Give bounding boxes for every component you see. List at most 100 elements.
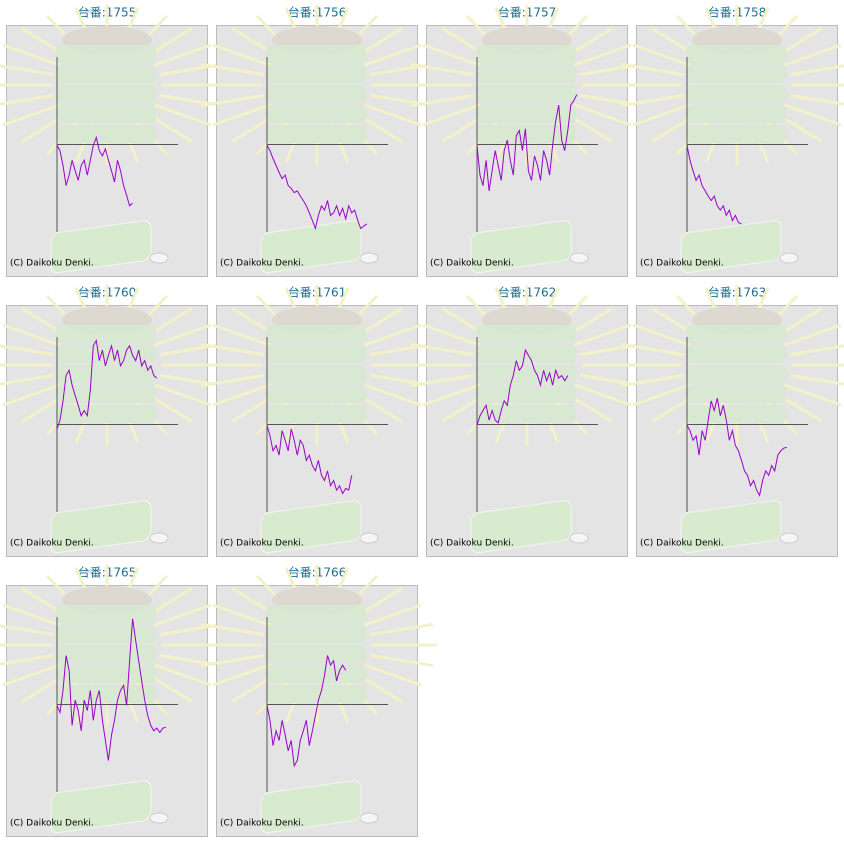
watermark-tier <box>266 625 366 643</box>
watermark-tier <box>476 45 576 63</box>
watermark-ray <box>364 663 422 687</box>
watermark-ray <box>364 323 422 347</box>
watermark-tier <box>56 685 156 703</box>
watermark-ray <box>789 373 844 386</box>
watermark-ray <box>364 103 422 127</box>
data-line <box>56 338 158 430</box>
watermark-tier <box>56 405 156 423</box>
watermark-ray <box>422 383 480 407</box>
watermark-ray <box>154 323 212 347</box>
watermark-tier <box>56 625 156 643</box>
watermark-ray <box>789 64 844 77</box>
watermark-ray <box>200 373 265 388</box>
watermark-ray <box>212 603 270 627</box>
watermark-ray <box>369 622 434 637</box>
watermark-ray <box>632 323 690 347</box>
watermark-tray <box>260 220 362 274</box>
watermark-tier <box>56 105 156 123</box>
watermark-tier <box>476 345 576 363</box>
plot-panel: (C) Daikoku Denki. <box>197 565 437 837</box>
watermark-tier <box>476 325 576 343</box>
watermark-ray <box>0 344 55 357</box>
chart-panel: 台番:1761(C) Daikoku Denki. <box>197 285 437 557</box>
watermark-ray <box>0 64 55 77</box>
watermark-tier <box>266 605 366 623</box>
copyright: (C) Daikoku Denki. <box>220 819 304 829</box>
watermark-tier <box>266 405 366 423</box>
watermark-tier <box>686 105 786 123</box>
watermark-ray <box>574 383 632 407</box>
watermark-ray <box>369 653 434 668</box>
watermark-tray <box>470 220 572 274</box>
watermark-ray <box>410 373 475 388</box>
watermark-tier <box>686 325 786 343</box>
watermark-tier <box>686 345 786 363</box>
data-line <box>56 618 167 761</box>
data-line <box>266 655 347 768</box>
copyright: (C) Daikoku Denki. <box>10 539 94 549</box>
chart-panel: 台番:1763(C) Daikoku Denki. <box>617 285 844 557</box>
watermark-ray <box>154 103 212 127</box>
watermark-ray <box>620 342 685 357</box>
watermark-ray <box>154 43 212 67</box>
watermark-tier <box>266 105 366 123</box>
watermark-ray <box>200 62 265 77</box>
chart-panel: 台番:1756(C) Daikoku Denki. <box>197 5 437 277</box>
watermark-ray <box>789 344 844 357</box>
watermark-coin <box>359 812 379 824</box>
watermark-ray <box>364 383 422 407</box>
watermark-ray <box>784 43 842 67</box>
watermark-ray <box>2 603 60 627</box>
watermark-coin <box>779 252 799 264</box>
watermark-tier <box>266 85 366 103</box>
watermark-tier <box>686 385 786 403</box>
watermark-tray <box>470 500 572 554</box>
watermark-tier <box>56 45 156 63</box>
data-line <box>476 94 578 191</box>
plot-panel: (C) Daikoku Denki. <box>407 5 647 277</box>
watermark-ray <box>784 383 842 407</box>
watermark-tier <box>266 385 366 403</box>
watermark-ray <box>200 622 265 637</box>
watermark-ray <box>0 373 55 386</box>
watermark-ray <box>212 383 270 407</box>
watermark-ray <box>0 624 55 637</box>
watermark-ray <box>200 93 265 108</box>
watermark-ray <box>200 342 265 357</box>
watermark-ray <box>574 43 632 67</box>
watermark-tray <box>260 500 362 554</box>
watermark-tier <box>56 85 156 103</box>
watermark-coin <box>149 812 169 824</box>
watermark-tier <box>266 645 366 663</box>
chart-panel: 台番:1758(C) Daikoku Denki. <box>617 5 844 277</box>
watermark-tier <box>56 125 156 143</box>
watermark-ray <box>620 93 685 108</box>
watermark-ray <box>410 93 475 108</box>
watermark-tier <box>266 65 366 83</box>
watermark-tier <box>266 665 366 683</box>
watermark-coin <box>149 252 169 264</box>
watermark-ray <box>422 43 480 67</box>
chart-panel: 台番:1755(C) Daikoku Denki. <box>0 5 227 277</box>
watermark-coin <box>149 532 169 544</box>
plot-panel: (C) Daikoku Denki. <box>0 565 227 837</box>
watermark-tier <box>476 85 576 103</box>
chart-panel: 台番:1765(C) Daikoku Denki. <box>0 565 227 837</box>
watermark-tier <box>56 365 156 383</box>
watermark-tray <box>680 500 782 554</box>
watermark-tier <box>266 125 366 143</box>
watermark-ray <box>2 43 60 67</box>
watermark-ray <box>574 103 632 127</box>
watermark-tier <box>266 45 366 63</box>
copyright: (C) Daikoku Denki. <box>10 819 94 829</box>
watermark-tier <box>476 365 576 383</box>
watermark-ray <box>632 103 690 127</box>
watermark-tier <box>56 65 156 83</box>
data-line <box>686 398 787 497</box>
watermark-coin <box>359 532 379 544</box>
copyright: (C) Daikoku Denki. <box>640 539 724 549</box>
watermark-tier <box>476 105 576 123</box>
plot-panel: (C) Daikoku Denki. <box>617 5 844 277</box>
chart-panel: 台番:1766(C) Daikoku Denki. <box>197 565 437 837</box>
